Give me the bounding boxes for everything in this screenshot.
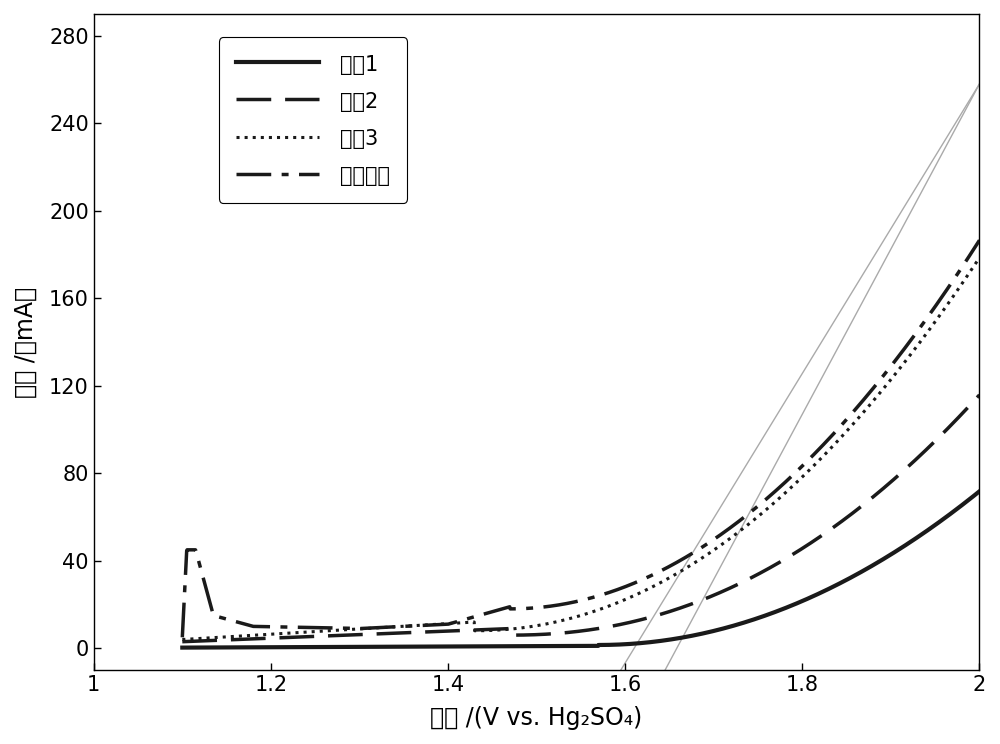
电极3	[950, 287, 962, 296]
电极3	[543, 619, 555, 628]
对比电极	[950, 272, 962, 280]
电极1	[176, 643, 188, 652]
电极1	[950, 505, 962, 514]
对比电极	[564, 598, 576, 607]
电极2	[217, 635, 229, 644]
电极1	[950, 505, 962, 514]
X-axis label: 电位 /(V vs. Hg₂SO₄): 电位 /(V vs. Hg₂SO₄)	[430, 706, 643, 730]
Line: 电极2: 电极2	[182, 395, 979, 642]
对比电极	[950, 271, 962, 280]
Legend: 电极1, 电极2, 电极3, 对比电极: 电极1, 电极2, 电极3, 对比电极	[219, 37, 407, 202]
Line: 对比电极: 对比电极	[182, 240, 979, 638]
电极2	[543, 629, 555, 638]
电极1	[543, 641, 555, 650]
电极2	[973, 391, 985, 400]
电极3	[973, 253, 985, 262]
电极2	[564, 628, 576, 637]
对比电极	[973, 236, 985, 245]
电极1	[564, 641, 576, 650]
电极1	[973, 487, 985, 496]
电极3	[950, 288, 962, 297]
电极2	[804, 539, 816, 548]
电极3	[804, 465, 816, 474]
电极1	[217, 643, 229, 652]
对比电极	[543, 602, 555, 611]
电极1	[804, 593, 816, 602]
对比电极	[804, 454, 816, 463]
对比电极	[176, 633, 188, 642]
电极2	[176, 638, 188, 647]
Line: 电极1: 电极1	[182, 491, 979, 647]
电极3	[564, 614, 576, 623]
电极3	[176, 635, 188, 644]
Line: 电极3: 电极3	[182, 257, 979, 640]
Y-axis label: 电流 /（mA）: 电流 /（mA）	[14, 286, 38, 397]
电极2	[950, 415, 962, 424]
对比电极	[217, 614, 229, 623]
电极2	[950, 416, 962, 425]
电极3	[217, 632, 229, 641]
